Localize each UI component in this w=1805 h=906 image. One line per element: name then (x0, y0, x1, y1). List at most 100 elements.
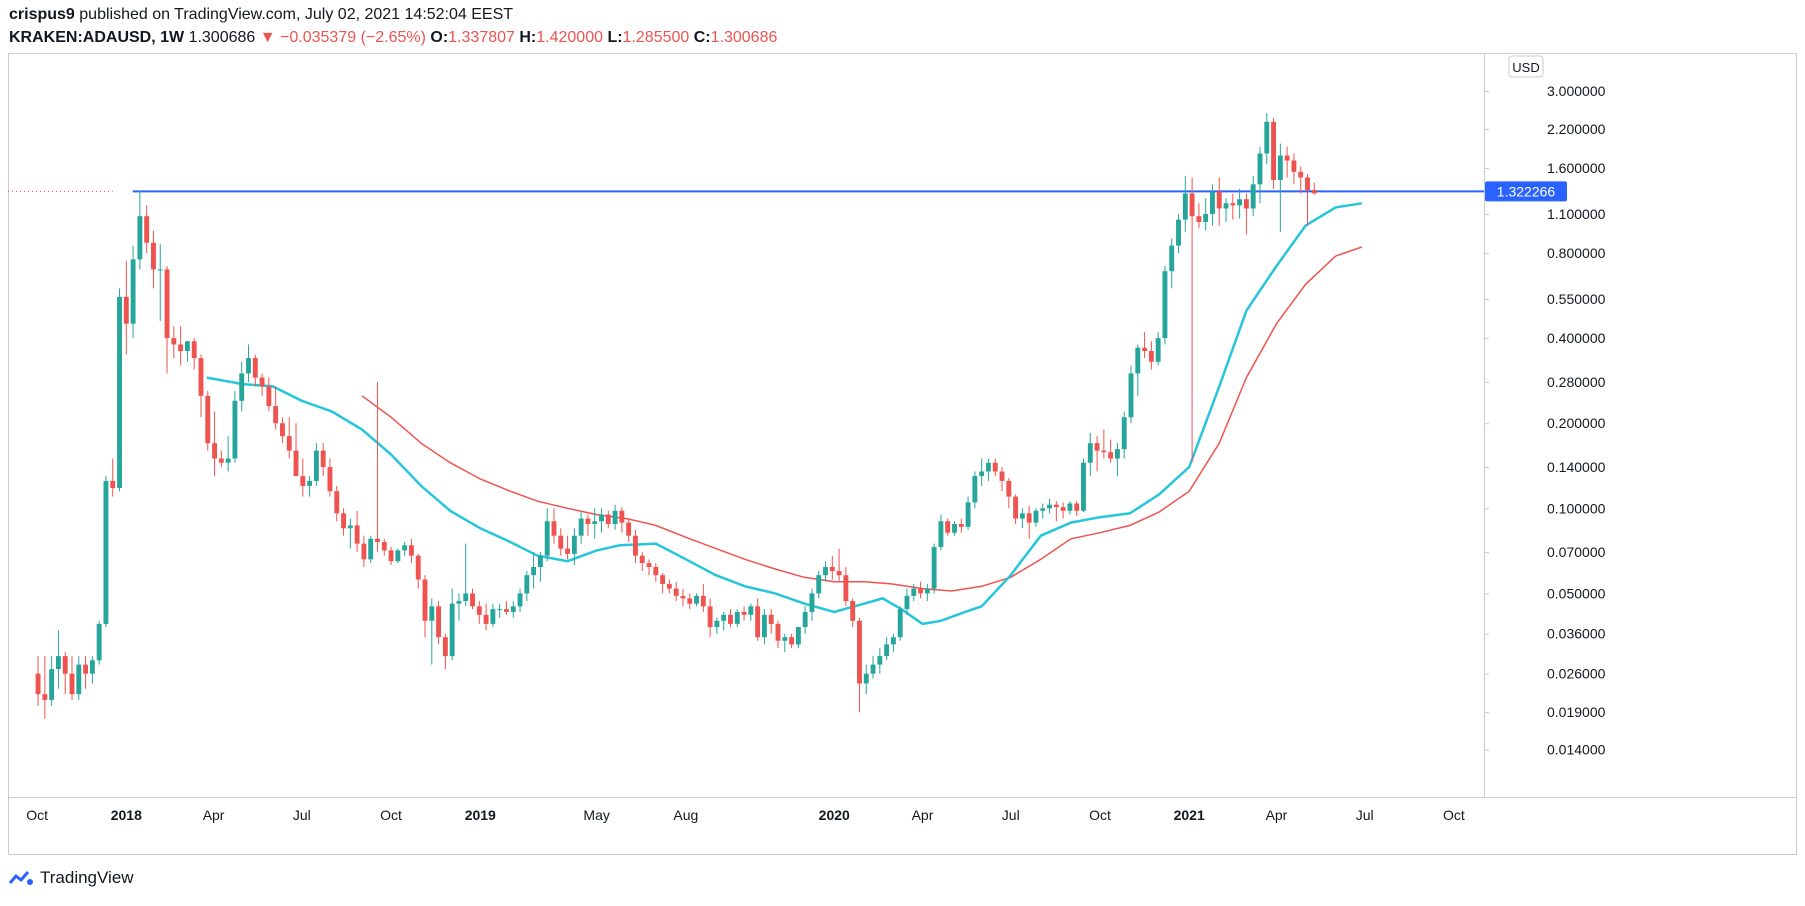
candle (999, 467, 1005, 492)
price-chart[interactable]: 3.000000 2.200000 1.600000 1.100000 0.800000… (8, 53, 1797, 855)
candle (1135, 344, 1141, 396)
time-axis-border (8, 797, 1797, 798)
candle-body (1250, 184, 1256, 209)
candle (931, 543, 937, 594)
candle-body (381, 542, 387, 551)
candle-body (992, 462, 998, 472)
candle-body (35, 673, 41, 695)
candle (1040, 503, 1046, 519)
candle (76, 656, 82, 700)
candle (924, 583, 930, 602)
candle-body (1277, 155, 1283, 181)
y-tick-label: 0.100000 (1547, 500, 1606, 516)
candle (1298, 166, 1304, 194)
down-arrow-icon: ▼ (259, 29, 276, 46)
candle-body (1148, 351, 1154, 362)
candle (1101, 429, 1107, 459)
y-tick-mark (1484, 633, 1489, 635)
candle-body (728, 614, 733, 624)
candle-body (408, 545, 414, 556)
candle (259, 373, 265, 396)
candle-body (470, 593, 475, 607)
price-tag (1485, 181, 1567, 202)
candle (605, 510, 611, 529)
candle-body (483, 614, 489, 624)
candle-body (205, 395, 211, 444)
candle (381, 538, 387, 556)
candle (646, 559, 652, 576)
candle-body (775, 623, 781, 641)
close-label: C: (693, 29, 711, 46)
candle (422, 575, 428, 638)
candle (313, 443, 319, 486)
x-tick-label: Jul (1356, 807, 1374, 823)
candle (89, 656, 95, 684)
candle (456, 593, 462, 621)
ohlc-legend: KRAKEN:ADAUSD, 1W 1.300686 ▼ −0.035379 (… (9, 29, 777, 47)
candle-body (680, 595, 686, 599)
candle-body (1298, 171, 1304, 178)
candle-body (327, 467, 333, 492)
candle-body (89, 660, 95, 674)
candle (1196, 203, 1202, 229)
candle-body (687, 598, 693, 604)
low-label: L: (607, 29, 623, 46)
tradingview-brand[interactable]: TradingView (9, 868, 134, 888)
candle (476, 601, 482, 624)
candle-body (1033, 510, 1039, 523)
candle (1271, 118, 1277, 189)
y-tick-mark (1484, 299, 1489, 301)
publish-line: crispus9 published on TradingView.com, J… (9, 6, 513, 24)
candle (157, 244, 163, 321)
candle-body (225, 458, 231, 463)
y-tick-mark (1484, 338, 1489, 340)
candle-body (334, 491, 340, 514)
candle-body (361, 543, 367, 560)
candle (537, 552, 543, 582)
candle-body (1135, 347, 1141, 374)
candle-body (870, 664, 876, 674)
x-tick-label: 2021 (1174, 807, 1205, 823)
candle-body (1176, 219, 1181, 246)
candle-body (422, 579, 428, 621)
candle (802, 606, 808, 634)
candle (666, 579, 672, 594)
author-name[interactable]: crispus9 (9, 6, 75, 23)
x-tick-label: 2020 (819, 807, 850, 823)
candle-body (626, 522, 632, 536)
candle (809, 588, 815, 621)
candle (1087, 432, 1093, 477)
candle (660, 573, 666, 594)
candle-body (137, 216, 143, 260)
candle (551, 508, 557, 544)
x-tick-label: Oct (26, 807, 48, 823)
candle-body (721, 614, 727, 621)
candle-body (429, 606, 435, 621)
candle-body (354, 525, 360, 544)
candle (1223, 198, 1229, 223)
candle-body (578, 518, 584, 536)
y-tick-mark (1484, 467, 1489, 469)
x-tick-label: Oct (380, 807, 402, 823)
candle (565, 535, 571, 560)
candle (395, 548, 401, 564)
candle-body (863, 673, 869, 684)
candle (463, 543, 469, 607)
candle (612, 504, 618, 530)
candle (531, 552, 537, 589)
candle (1074, 501, 1080, 516)
candle-body (1311, 189, 1317, 194)
price-change: −0.035379 (−2.65%) (280, 29, 426, 46)
open-value: 1.337807 (448, 29, 515, 46)
candle-body (1108, 452, 1114, 459)
candle-body (266, 386, 272, 407)
candle (897, 606, 903, 641)
candle (857, 617, 862, 713)
symbol-interval[interactable]: KRAKEN:ADAUSD, 1W (9, 29, 185, 46)
y-tick-label: 0.026000 (1547, 666, 1606, 682)
ma-slow-line (361, 246, 1363, 592)
candle (1210, 184, 1215, 226)
candle-body (1264, 121, 1270, 154)
candle (470, 588, 475, 610)
candle (354, 510, 360, 553)
